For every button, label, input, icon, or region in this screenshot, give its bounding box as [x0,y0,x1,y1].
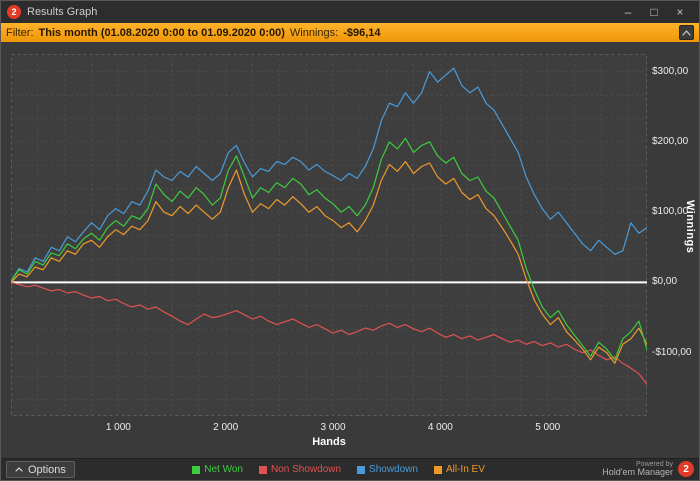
hm2-logo-icon: 2 [7,5,21,19]
chart-legend: Net Won Non Showdown Showdown All-In EV [192,464,485,475]
plot-area [11,54,647,416]
filter-bar[interactable]: Filter: This month (01.08.2020 0:00 to 0… [1,23,699,42]
minimize-button[interactable]: – [624,5,632,19]
window-controls: – □ × [615,1,693,23]
legend-item-non-showdown: Non Showdown [259,464,341,475]
winnings-label: Winnings: [289,26,339,39]
titlebar: 2 Results Graph – □ × [1,1,699,23]
window-title: Results Graph [27,6,98,18]
chevron-up-icon [682,29,691,36]
series-line-net-won [11,137,647,361]
filter-label: Filter: [6,26,34,39]
x-tick-label: 5 000 [535,422,561,433]
y-tick-label: $200,00 [652,135,689,147]
filter-value: This month (01.08.2020 0:00 to 01.09.202… [38,26,285,39]
powered-by-line2: Hold'em Manager [602,467,673,478]
series-line-all-in-ev [11,160,647,364]
x-tick-label: 3 000 [320,422,346,433]
series-line-non-showdown [11,281,647,385]
legend-swatch-icon [192,465,201,474]
winnings-value: -$96,14 [343,26,381,39]
legend-label: Non Showdown [271,464,342,475]
legend-swatch-icon [433,465,442,474]
powered-by: Powered by Hold'em Manager 2 [602,461,694,479]
legend-label: Net Won [204,464,243,475]
collapse-filter-button[interactable] [679,25,694,40]
y-tick-label: $0,00 [652,276,678,288]
chart-region: Winnings Hands $300,00 $200,00 $100,00 $0,0… [1,42,699,458]
x-tick-label: 2 000 [213,422,239,433]
hm2-logo-icon: 2 [677,461,694,478]
y-tick-label: $100,00 [652,206,689,218]
maximize-button[interactable]: □ [650,5,658,19]
y-axis-title: Winnings [684,200,696,254]
legend-label: Showdown [369,464,418,475]
options-button-label: Options [28,463,66,476]
legend-item-net-won: Net Won [192,464,243,475]
series-line-showdown [11,67,647,282]
legend-item-all-in-ev: All-In EV [433,464,485,475]
x-tick-label: 1 000 [105,422,131,433]
close-button[interactable]: × [676,5,684,19]
powered-by-text: Powered by Hold'em Manager [602,461,673,479]
bottom-bar: Options Net Won Non Showdown Showdown All-I… [1,458,699,480]
x-axis-title: Hands [312,436,346,448]
legend-swatch-icon [259,465,267,474]
x-tick-label: 4 000 [427,422,453,433]
y-tick-label: -$100,00 [652,346,692,358]
y-tick-label: $300,00 [652,65,689,77]
results-chart [11,54,647,416]
legend-swatch-icon [357,465,366,474]
options-button[interactable]: Options [6,461,75,478]
legend-label: All-In EV [445,464,485,475]
chevron-up-icon [15,467,23,472]
powered-by-line1: Powered by [636,460,673,468]
legend-item-showdown: Showdown [357,464,418,475]
